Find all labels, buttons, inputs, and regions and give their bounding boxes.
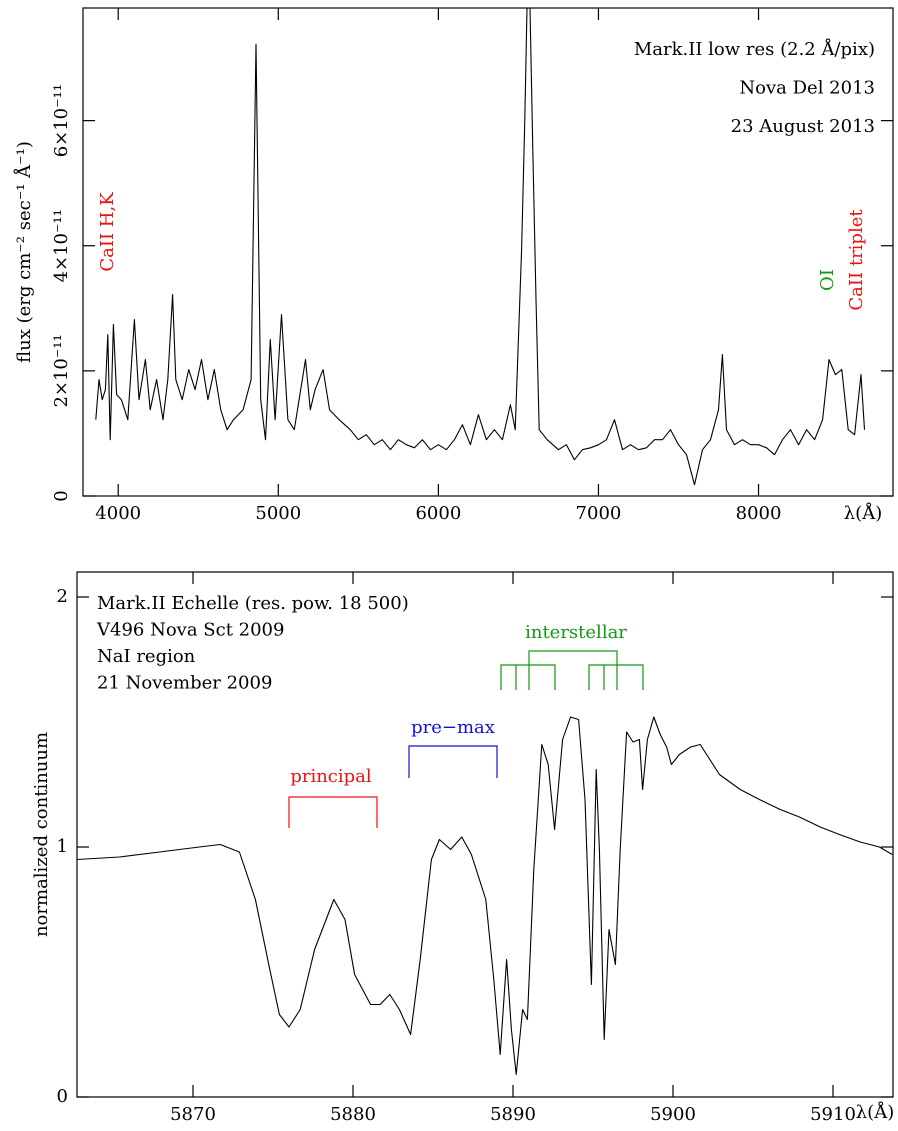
x-tick-label: 5890 [490,1104,536,1125]
interstellar-bracket [500,650,644,690]
title-line: 23 August 2013 [731,116,875,137]
plot-frame [76,571,894,1098]
principal-bracket [288,796,378,828]
title-line: Mark.II low res (2.2 Å/pix) [634,38,875,60]
y-tick-label: 6×10⁻¹¹ [51,84,72,157]
title-line: 21 November 2009 [97,673,272,694]
x-tick-label: 7000 [576,503,622,524]
y-tick-label: 0 [57,1086,68,1107]
premax-bracket [408,745,498,778]
title-line: NaI region [97,646,196,667]
x-axis-label: λ(Å) [856,1101,894,1123]
x-tick-label: 8000 [736,503,782,524]
y-tick-label: 4×10⁻¹¹ [51,209,72,282]
x-tick-label: 5870 [170,1104,216,1125]
y-tick-label: 2 [57,586,68,607]
annotation: OI [817,269,838,291]
title-line: Nova Del 2013 [739,78,875,99]
spectrum-line [77,716,893,1076]
x-tick-label: 4000 [95,503,141,524]
title-line: Mark.II Echelle (res. pow. 18 500) [97,593,409,614]
y-tick-label: 1 [57,836,68,857]
title-line: V496 Nova Sct 2009 [96,620,284,641]
x-axis-label: λ(Å) [844,502,882,524]
y-axis-label: flux (erg cm⁻² sec⁻¹ Å⁻¹) [13,141,35,363]
annotation: interstellar [525,622,627,643]
x-tick-label: 6000 [415,503,461,524]
annotation: CaII triplet [846,209,867,311]
annotation: principal [290,766,372,787]
x-tick-label: 5910 [810,1104,856,1125]
x-tick-label: 5000 [255,503,301,524]
annotation: CaII H,K [97,192,118,272]
x-tick-label: 5880 [330,1104,376,1125]
plot-frame [82,7,894,497]
y-tick-label: 2×10⁻¹¹ [51,334,72,407]
annotation: pre−max [411,717,495,738]
y-axis-label: normalized continuum [31,732,52,937]
spectrum-line [95,8,866,486]
y-tick-label: 0 [51,490,72,501]
x-tick-label: 5900 [650,1104,696,1125]
